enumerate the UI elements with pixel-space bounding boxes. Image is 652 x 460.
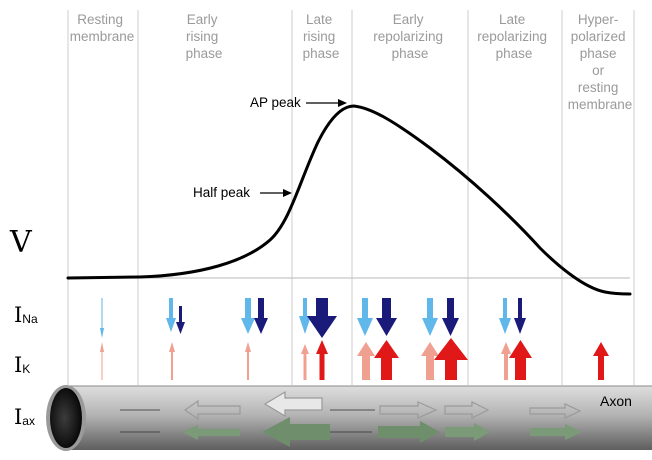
na-arrow-dark	[442, 298, 459, 336]
k-arrow-light	[501, 342, 511, 380]
axial-arrow-filled	[182, 425, 240, 440]
phase-labels: Resting membrane Early rising phase Late…	[70, 12, 633, 112]
k-arrow-dark	[509, 340, 532, 380]
phase-label-early-rising: Early rising phase	[186, 12, 223, 61]
na-arrow-light	[166, 298, 176, 332]
k-arrow-light	[100, 342, 104, 380]
half-peak-pointer	[260, 189, 292, 197]
ap-peak-label: AP peak	[250, 95, 301, 110]
na-arrow-light	[422, 298, 438, 336]
axial-arrow-filled	[262, 417, 330, 447]
axial-current-label: Iax	[14, 405, 35, 429]
k-arrow-dark	[374, 340, 399, 380]
potassium-current-arrows	[100, 338, 609, 380]
voltage-label: V	[9, 225, 33, 260]
axial-arrow-filled	[378, 421, 440, 443]
axial-arrow-outline	[379, 401, 438, 419]
phase-label-late-repolarizing: Late repolarizing phase	[477, 12, 551, 61]
na-arrow-dark	[514, 298, 526, 334]
k-arrow-dark	[316, 340, 328, 380]
phase-label-early-repolarizing: Early repolarizing phase	[373, 12, 447, 61]
na-arrow-dark	[376, 298, 397, 336]
axial-current-arrows	[120, 390, 582, 447]
k-arrow-dark	[593, 342, 609, 380]
axial-arrow-outline	[444, 401, 490, 419]
na-arrow-light	[357, 298, 373, 336]
axon-cylinder	[46, 385, 652, 451]
action-potential-curve	[66, 104, 632, 296]
na-arrow-light	[100, 298, 104, 338]
na-arrow-light	[241, 298, 255, 334]
axial-arrow-outline	[263, 390, 323, 418]
axial-arrow-filled	[445, 423, 490, 441]
axial-arrow-filled	[530, 424, 582, 440]
phase-label-late-rising: Late rising phase	[303, 12, 340, 61]
k-arrow-light	[245, 342, 251, 380]
phase-dividers	[67, 10, 635, 385]
axial-arrow-outline	[183, 399, 241, 421]
k-arrow-light	[357, 342, 375, 380]
na-arrow-light	[499, 298, 511, 334]
k-arrow-light	[301, 344, 309, 380]
k-arrow-light	[169, 342, 175, 380]
potassium-current-label: IK	[14, 353, 30, 377]
na-arrow-light	[299, 298, 311, 334]
k-arrow-dark	[434, 338, 468, 380]
sodium-current-arrows	[100, 298, 526, 338]
na-arrow-dark	[307, 298, 337, 338]
phase-label-hyperpolarized: Hyper- polarized phase or resting membra…	[568, 12, 633, 112]
axon-body	[64, 386, 652, 450]
axial-arrow-outline	[529, 403, 582, 419]
na-arrow-dark	[176, 306, 185, 334]
sodium-current-label: INa	[14, 303, 38, 327]
ap-peak-pointer	[306, 99, 347, 107]
na-arrow-dark	[254, 298, 268, 334]
half-peak-label: Half peak	[193, 185, 250, 200]
axon-label: Axon	[600, 393, 632, 409]
axon-cut-end	[50, 388, 82, 448]
phase-label-resting: Resting membrane	[70, 12, 135, 44]
k-arrow-light	[421, 342, 439, 380]
